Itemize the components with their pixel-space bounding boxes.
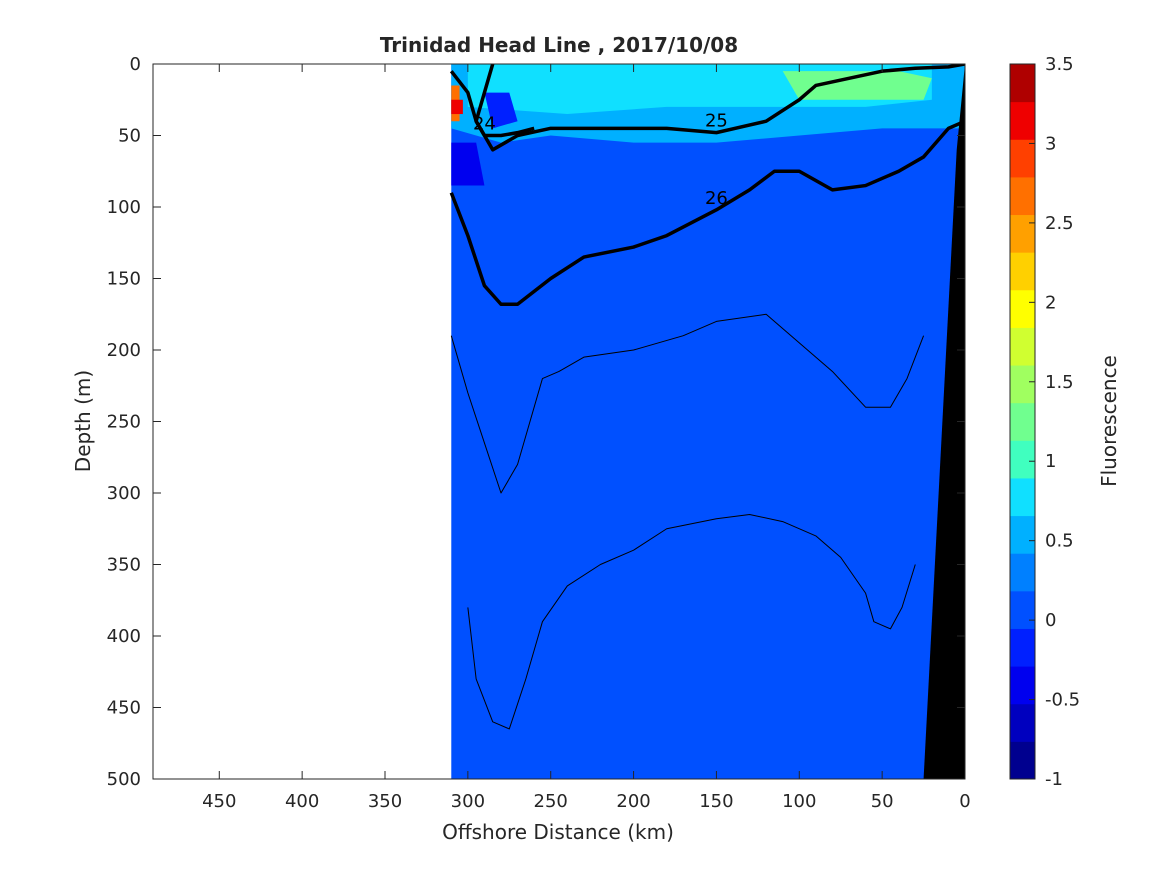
colorbar-tick-label: 1.5 bbox=[1045, 372, 1074, 393]
colorbar-band-18 bbox=[1010, 64, 1035, 103]
contour-label-1: 25 bbox=[705, 111, 728, 132]
colorbar-tick-label: 1 bbox=[1045, 451, 1056, 472]
colorbar-band-7 bbox=[1010, 477, 1035, 517]
colorbar-band-15 bbox=[1010, 176, 1035, 216]
colorbar-band-12 bbox=[1010, 289, 1035, 328]
y-tick-label: 100 bbox=[107, 197, 141, 218]
colorbar-tick-label: -1 bbox=[1045, 769, 1063, 790]
colorbar-band-4 bbox=[1010, 590, 1035, 629]
fluorescence-field bbox=[451, 64, 965, 779]
colorbar-band-3 bbox=[1010, 628, 1035, 667]
colorbar-band-1 bbox=[1010, 703, 1035, 742]
y-tick-label: 400 bbox=[107, 626, 141, 647]
density-contours: 24 25 26 bbox=[449, 64, 965, 730]
colorbar-frame bbox=[1009, 63, 1036, 780]
y-tick-label: 250 bbox=[107, 412, 141, 433]
x-tick-label: 250 bbox=[534, 791, 568, 812]
field-patch-5 bbox=[451, 142, 485, 186]
x-tick-label: 150 bbox=[699, 791, 733, 812]
colorbar-band-16 bbox=[1010, 139, 1035, 178]
contour-label-0: 24 bbox=[473, 114, 496, 135]
colorbar-tick-label: -0.5 bbox=[1045, 690, 1080, 711]
y-axis-ticks: 0 50 100 150 200 250 300 350 400 450 500 bbox=[107, 54, 965, 790]
density-contour-4 bbox=[467, 513, 916, 730]
x-tick-label: 400 bbox=[285, 791, 319, 812]
field-background bbox=[451, 64, 965, 779]
colorbar-label: Fluorescence bbox=[1097, 355, 1121, 487]
colorbar-band-2 bbox=[1010, 666, 1035, 705]
y-tick-label: 500 bbox=[107, 769, 141, 790]
x-tick-label: 0 bbox=[959, 791, 970, 812]
y-tick-label: 50 bbox=[118, 126, 141, 147]
field-patch-4 bbox=[451, 99, 463, 115]
x-tick-label: 450 bbox=[202, 791, 236, 812]
x-tick-label: 300 bbox=[451, 791, 485, 812]
x-axis-label: Offshore Distance (km) bbox=[442, 820, 674, 844]
density-contour-1 bbox=[449, 64, 965, 152]
y-tick-label: 450 bbox=[107, 698, 141, 719]
contour-label-2: 26 bbox=[705, 188, 728, 209]
y-tick-label: 200 bbox=[107, 340, 141, 361]
shelf-mask bbox=[923, 64, 965, 779]
x-tick-label: 200 bbox=[616, 791, 650, 812]
field-patch-6 bbox=[484, 92, 518, 129]
colorbar-band-9 bbox=[1010, 402, 1035, 441]
y-axis-label: Depth (m) bbox=[71, 370, 95, 472]
density-contour-2 bbox=[449, 119, 965, 306]
colorbar-tick-label: 3.5 bbox=[1045, 54, 1074, 75]
colorbar-band-8 bbox=[1010, 440, 1035, 479]
colorbar-band-0 bbox=[1010, 741, 1035, 780]
colorbar-tick-label: 3 bbox=[1045, 133, 1056, 154]
x-axis-ticks: 450 400 350 300 250 200 150 100 50 0 bbox=[202, 64, 971, 812]
colorbar: 3.5 3 2.5 2 1.5 1 0.5 0 -0.5 -1 bbox=[1009, 54, 1080, 790]
colorbar-band-5 bbox=[1010, 553, 1035, 592]
x-tick-label: 350 bbox=[368, 791, 402, 812]
x-tick-label: 100 bbox=[782, 791, 816, 812]
y-tick-label: 350 bbox=[107, 555, 141, 576]
y-tick-label: 0 bbox=[130, 54, 141, 75]
colorbar-band-17 bbox=[1010, 101, 1035, 140]
colorbar-band-14 bbox=[1010, 214, 1035, 253]
colorbar-band-10 bbox=[1010, 365, 1035, 404]
colorbar-band-11 bbox=[1010, 327, 1035, 366]
y-tick-label: 150 bbox=[107, 269, 141, 290]
chart-title: Trinidad Head Line , 2017/10/08 bbox=[380, 33, 738, 57]
colorbar-tick-label: 0.5 bbox=[1045, 531, 1074, 552]
colorbar-tick-label: 2 bbox=[1045, 292, 1056, 313]
colorbar-tick-label: 2.5 bbox=[1045, 213, 1074, 234]
colorbar-band-13 bbox=[1010, 252, 1035, 291]
colorbar-band-6 bbox=[1010, 515, 1035, 554]
field-patch-2 bbox=[782, 71, 932, 100]
x-tick-label: 50 bbox=[871, 791, 894, 812]
colorbar-tick-label: 0 bbox=[1045, 610, 1056, 631]
y-tick-label: 300 bbox=[107, 483, 141, 504]
shelf-bathymetry bbox=[923, 64, 965, 779]
density-contour-3 bbox=[450, 313, 925, 494]
